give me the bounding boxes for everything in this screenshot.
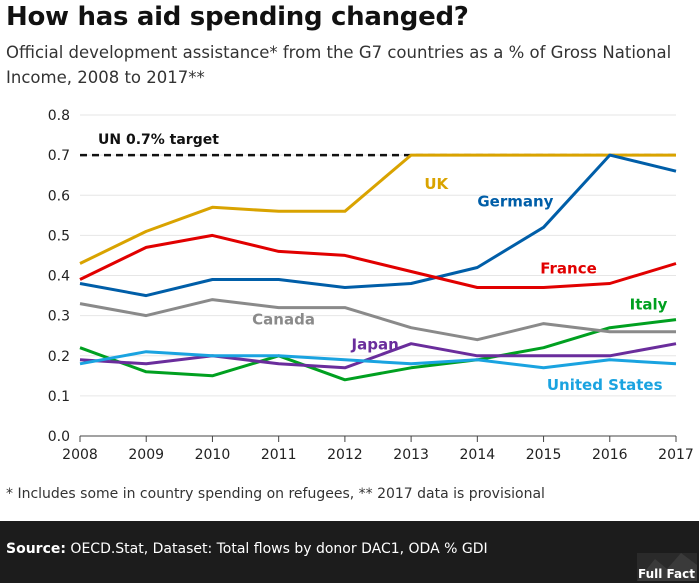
y-tick-label: 0.0 [48,429,70,445]
series-line-japan [79,342,677,370]
series-label-germany: Germany [477,192,553,210]
y-tick-label: 0.3 [48,309,70,325]
series-line-uk [79,153,676,265]
x-tick-label: 2011 [261,447,297,463]
footnote: * Includes some in country spending on r… [6,486,545,502]
x-tick-label: 2008 [62,447,98,463]
series-lines [79,153,677,382]
series-label-france: France [540,259,597,277]
y-tick-label: 0.5 [48,228,70,244]
chart-title: How has aid spending changed? [6,2,469,32]
target-line-group: UN 0.7% target [80,132,676,157]
logo-text: Full Fact [638,567,695,581]
series-line-france [79,233,677,289]
series-label-united-states: United States [547,376,663,394]
series-line-italy [79,318,677,382]
series-label-canada: Canada [252,310,315,328]
source-line: Source: OECD.Stat, Dataset: Total flows … [6,541,488,557]
series-label-uk: UK [424,175,449,193]
series-label-italy: Italy [630,296,668,314]
series-line-united-states [79,350,677,370]
axes: 0.0 0.1 0.2 0.3 0.4 0.5 0.6 0.7 0.8 2008 2009 2010 2… [48,108,694,463]
series-line-canada [79,298,676,342]
y-tick-label: 0.6 [48,188,70,204]
x-tick-label: 2017 [658,447,694,463]
x-tick-label: 2015 [526,447,562,463]
full-fact-logo-icon [637,553,697,581]
source-text: OECD.Stat, Dataset: Total flows by donor… [70,541,488,557]
x-tick-label: 2016 [592,447,628,463]
series-labels: UK Germany France Italy Canada Japan United St… [252,175,667,394]
x-tick-label: 2012 [327,447,363,463]
footer: Source: OECD.Stat, Dataset: Total flows … [0,521,699,583]
x-tick-label: 2009 [128,447,164,463]
series-label-japan: Japan [351,336,399,354]
target-label: UN 0.7% target [98,132,219,148]
y-tick-label: 0.2 [48,349,70,365]
line-chart: 0.0 0.1 0.2 0.3 0.4 0.5 0.6 0.7 0.8 2008 2009 2010 2… [48,108,694,463]
series-line-germany [79,153,677,298]
source-label: Source: [6,541,66,557]
y-tick-label: 0.4 [48,269,70,285]
y-tick-label: 0.1 [48,389,70,405]
chart-subtitle: Official development assistance* from th… [6,43,672,87]
x-tick-label: 2010 [195,447,231,463]
y-tick-label: 0.7 [48,148,70,164]
x-tick-label: 2013 [393,447,429,463]
y-tick-label: 0.8 [48,108,70,124]
x-tick-label: 2014 [460,447,496,463]
